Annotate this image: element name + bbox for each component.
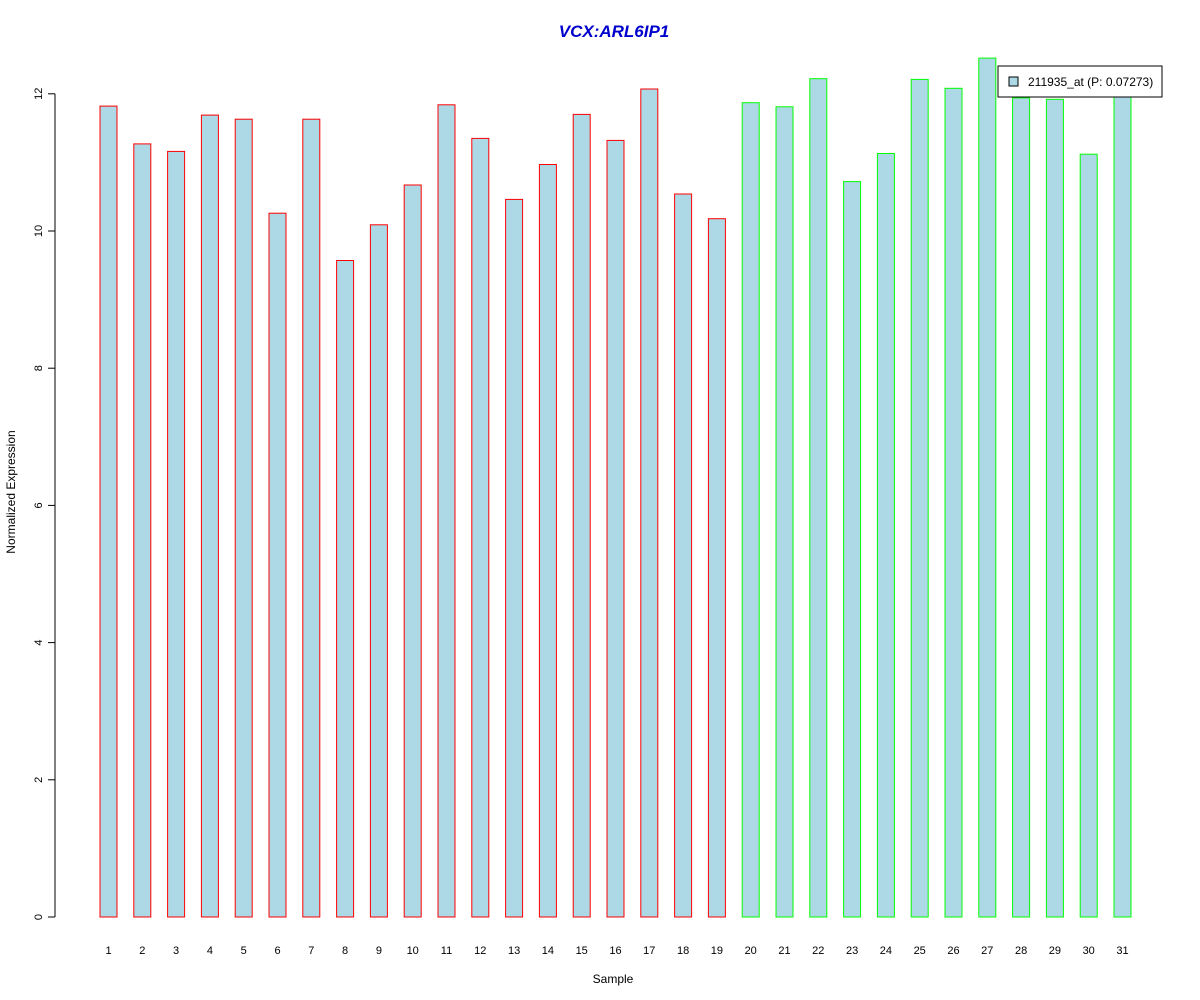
legend-label: 211935_at (P: 0.07273) (1028, 75, 1153, 89)
x-tick-label: 18 (677, 945, 689, 957)
bar-sample-27 (978, 57, 997, 918)
x-tick-label: 20 (745, 945, 757, 957)
bar-sample-20 (741, 102, 760, 918)
x-tick-label: 16 (609, 945, 621, 957)
x-tick-label: 11 (441, 945, 452, 957)
bar-sample-16 (606, 139, 625, 918)
y-tick-label: 0 (33, 914, 45, 920)
x-tick-label: 30 (1083, 945, 1095, 957)
bar-sample-31 (1113, 93, 1132, 918)
x-tick-label: 13 (508, 945, 520, 957)
legend-box (997, 65, 1163, 98)
bar-sample-19 (707, 218, 726, 918)
x-tick-label: 6 (274, 945, 280, 957)
x-tick-label: 26 (947, 945, 959, 957)
x-tick-label: 21 (778, 945, 790, 957)
x-tick-label: 19 (711, 945, 723, 957)
bar-sample-25 (910, 78, 929, 918)
x-tick-label: 23 (846, 945, 858, 957)
bar-sample-30 (1079, 153, 1098, 918)
x-tick-label: 14 (542, 945, 554, 957)
bar-sample-12 (471, 137, 490, 918)
bar-sample-21 (775, 106, 794, 918)
x-axis-title: Sample (593, 972, 634, 986)
y-tick-label: 10 (33, 225, 45, 237)
x-tick-label: 4 (207, 945, 213, 957)
bar-sample-26 (944, 87, 963, 918)
x-tick-label: 8 (342, 945, 348, 957)
bar-sample-22 (809, 78, 828, 918)
bar-sample-28 (1012, 97, 1031, 918)
bar-sample-8 (336, 260, 355, 918)
chart-title: VCX:ARL6IP1 (559, 22, 670, 41)
x-tick-label: 22 (812, 945, 824, 957)
x-axis-labels: 1 2 3 4 5 6 7 8 9 10 11 12 13 14 15 16 17 18 19 20 21 22 23 24 2… (105, 945, 1128, 957)
y-axis: 0 2 4 6 8 10 12 (33, 88, 56, 920)
x-tick-label: 29 (1049, 945, 1061, 957)
bar-sample-13 (505, 198, 524, 918)
x-tick-label: 5 (241, 945, 247, 957)
y-tick-label: 8 (33, 365, 45, 371)
bar-sample-24 (876, 153, 895, 918)
bar-sample-6 (268, 212, 287, 918)
legend: 211935_at (P: 0.07273) (997, 65, 1163, 98)
x-tick-label: 28 (1015, 945, 1027, 957)
bar-sample-1 (99, 105, 118, 918)
bar-sample-7 (302, 118, 321, 918)
bars (99, 57, 1132, 918)
bar-sample-5 (234, 118, 253, 918)
x-tick-label: 2 (139, 945, 145, 957)
y-tick-label: 4 (33, 640, 45, 646)
bar-sample-29 (1045, 98, 1064, 918)
x-tick-label: 24 (880, 945, 892, 957)
bar-sample-4 (200, 114, 219, 918)
x-tick-label: 9 (376, 945, 382, 957)
y-tick-label: 2 (33, 777, 45, 783)
x-tick-label: 10 (407, 945, 419, 957)
bar-sample-15 (572, 113, 591, 918)
x-tick-label: 12 (474, 945, 486, 957)
bar-sample-11 (437, 104, 456, 918)
x-tick-label: 27 (981, 945, 993, 957)
bar-sample-10 (403, 184, 422, 918)
bar-sample-17 (640, 88, 659, 918)
y-tick-label: 6 (33, 502, 45, 508)
x-tick-label: 31 (1116, 945, 1128, 957)
legend-swatch (1008, 76, 1019, 87)
bar-sample-18 (674, 193, 693, 918)
x-tick-label: 25 (914, 945, 926, 957)
x-tick-label: 1 (105, 945, 111, 957)
y-axis-title: Normalized Expression (4, 430, 18, 553)
x-tick-label: 3 (173, 945, 179, 957)
bar-sample-2 (133, 143, 152, 918)
bar-sample-23 (843, 181, 862, 918)
x-tick-label: 15 (576, 945, 588, 957)
bar-sample-3 (167, 150, 186, 918)
bar-sample-14 (538, 164, 557, 918)
y-tick-label: 12 (33, 88, 45, 100)
bar-sample-9 (369, 224, 388, 918)
x-tick-label: 7 (308, 945, 314, 957)
x-tick-label: 17 (643, 945, 655, 957)
